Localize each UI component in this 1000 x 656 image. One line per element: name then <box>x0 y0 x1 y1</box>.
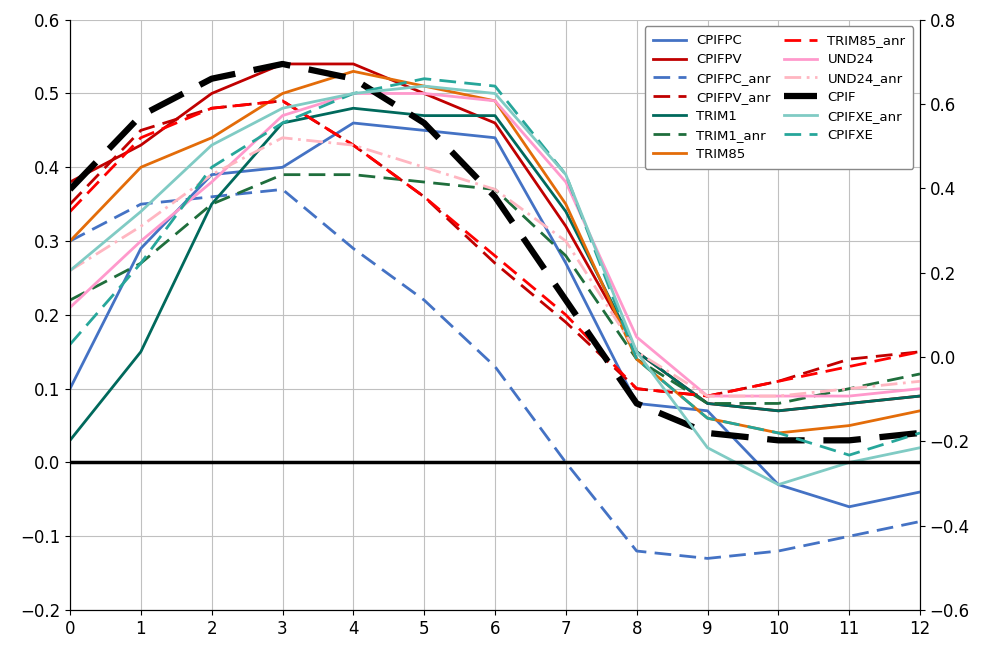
Legend: CPIFPC, CPIFPV, CPIFPC_anr, CPIFPV_anr, TRIM1, TRIM1_anr, TRIM85, TRIM85_anr, UN: CPIFPC, CPIFPV, CPIFPC_anr, CPIFPV_anr, … <box>645 26 913 169</box>
